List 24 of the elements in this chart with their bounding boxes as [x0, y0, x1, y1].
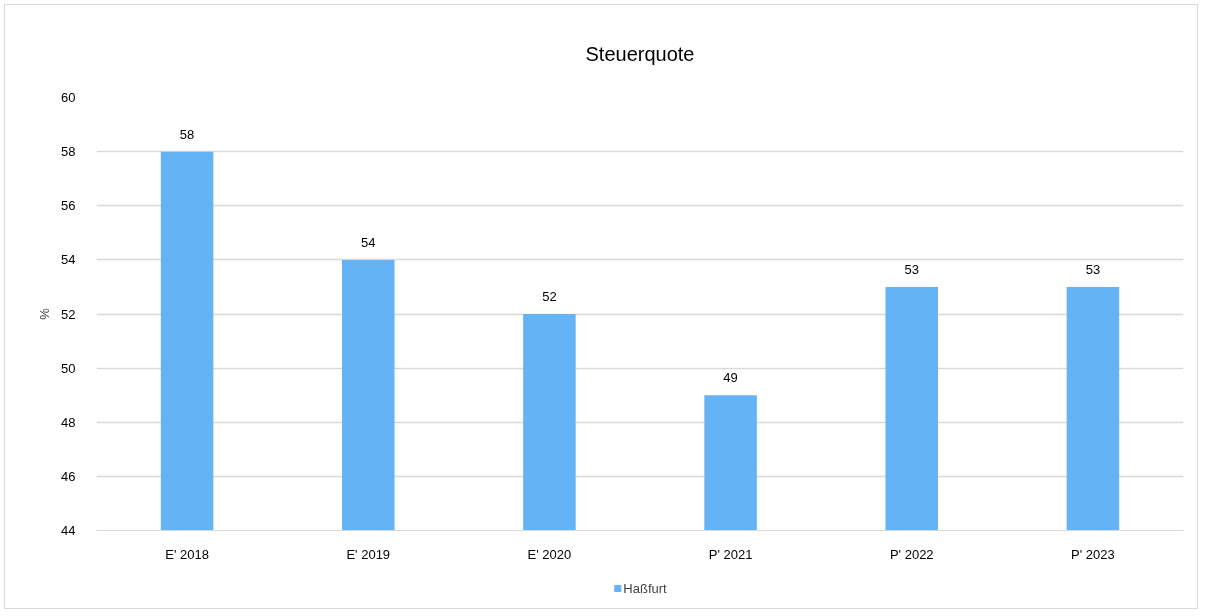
data-label: 49	[723, 370, 738, 386]
y-tick-label: 54	[61, 252, 76, 268]
y-tick-label: 46	[61, 468, 76, 484]
x-tick-label: E' 2018	[165, 546, 209, 562]
data-label: 52	[542, 289, 557, 304]
data-label: 58	[179, 126, 195, 142]
data-label: 53	[904, 261, 919, 277]
x-tick-label: P' 2022	[889, 546, 934, 562]
chart-title: Steuerquote	[585, 42, 695, 65]
y-tick-label: 52	[61, 306, 76, 322]
data-label: 54	[361, 234, 376, 250]
y-tick-label: 44	[61, 523, 76, 538]
x-tick-label: E' 2019	[346, 546, 391, 562]
x-tick-label: P' 2023	[1071, 546, 1115, 562]
x-tick-label: P' 2021	[708, 546, 753, 562]
legend-label: Haßfurt	[623, 580, 667, 596]
y-tick-label: 60	[61, 90, 76, 105]
x-tick-label: E' 2020	[527, 546, 572, 562]
y-tick-label: 58	[61, 144, 76, 160]
y-tick-label: 56	[61, 198, 76, 214]
data-label: 53	[1085, 261, 1101, 277]
y-tick-label: 48	[61, 414, 76, 430]
y-axis-title: %	[37, 307, 53, 320]
y-tick-label: 50	[61, 360, 76, 376]
